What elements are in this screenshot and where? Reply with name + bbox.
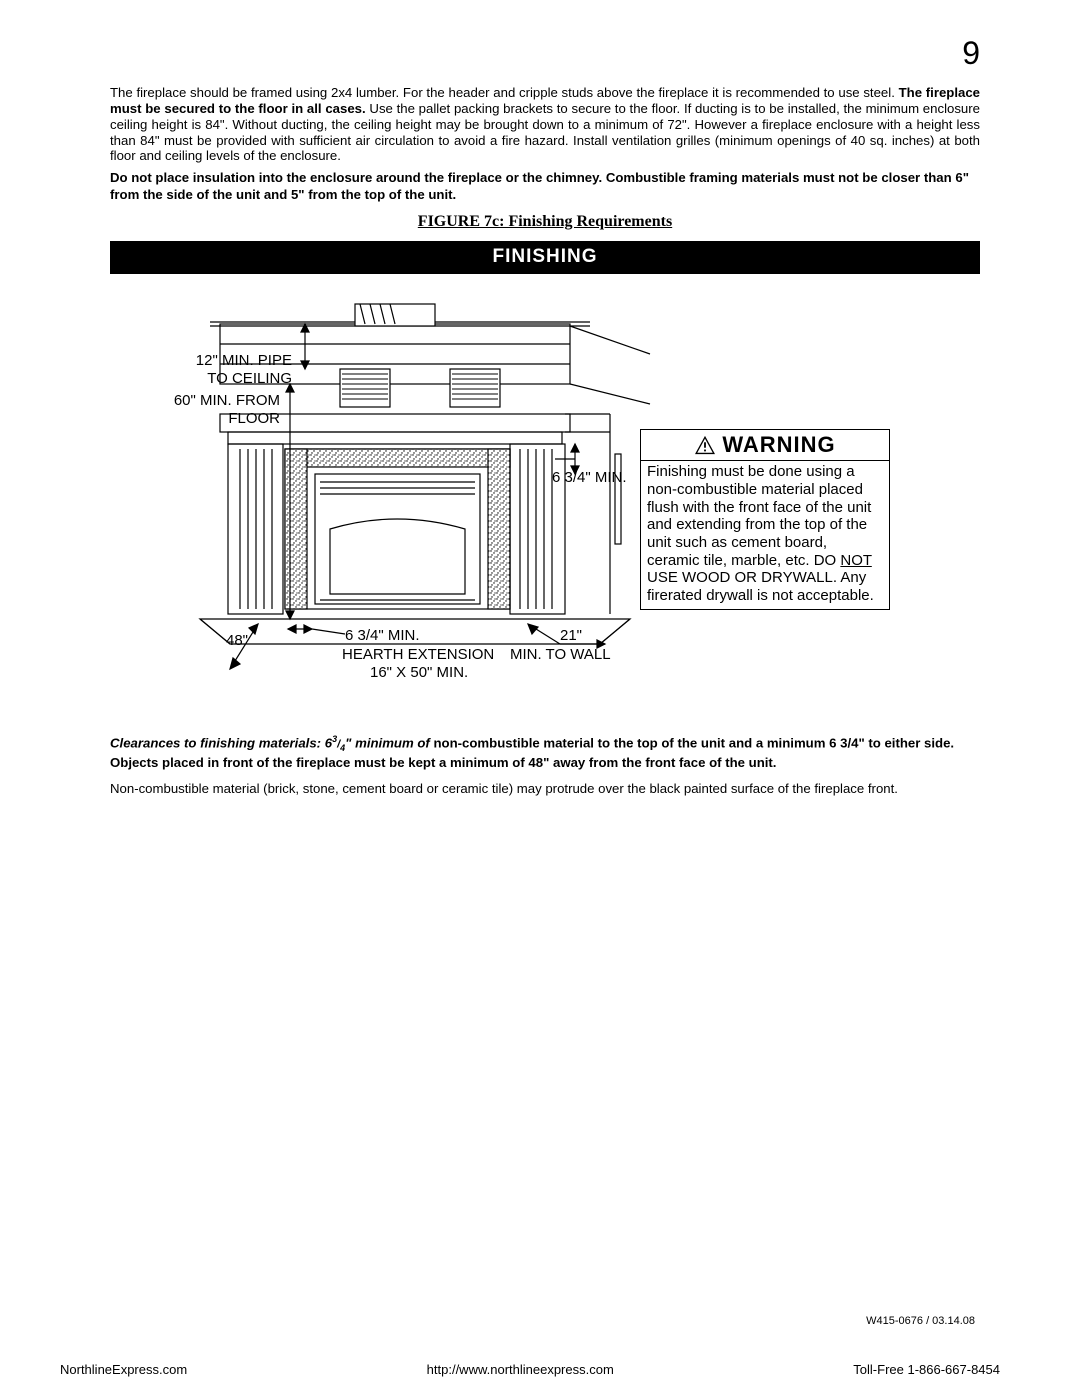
label-pipe-1: 12" MIN. PIPE — [172, 352, 292, 369]
label-front-clearance: 48" — [226, 632, 248, 649]
label-hearth-2: 16" X 50" MIN. — [370, 664, 468, 681]
page-number: 9 — [962, 35, 980, 72]
clearance-b-2: non-combustible material to the top of t… — [433, 736, 954, 751]
clearances-paragraph: Clearances to finishing materials: 63/4"… — [110, 734, 980, 771]
footer-right: Toll-Free 1-866-667-8454 — [853, 1362, 1000, 1377]
page-footer: NorthlineExpress.com http://www.northlin… — [60, 1362, 1000, 1377]
warning-not: NOT — [840, 552, 871, 569]
label-top-clearance: 6 3/4" MIN. — [552, 469, 627, 486]
figure-title: FIGURE 7c: Finishing Requirements — [110, 213, 980, 231]
label-floor-2: FLOOR — [160, 410, 280, 427]
label-wall-1: 21" — [560, 627, 582, 644]
footer-left: NorthlineExpress.com — [60, 1362, 187, 1377]
label-wall-2: MIN. TO WALL — [510, 646, 611, 663]
finishing-banner: FINISHING — [110, 241, 980, 274]
document-code: W415-0676 / 03.14.08 — [866, 1315, 975, 1327]
label-side-clearance: 6 3/4" MIN. — [345, 627, 420, 644]
intro-text-1: The fireplace should be framed using 2x4… — [110, 85, 899, 100]
warning-box: WARNING Finishing must be done using a n… — [640, 429, 890, 609]
label-pipe-2: TO CEILING — [172, 370, 292, 387]
footer-center: http://www.northlineexpress.com — [427, 1362, 614, 1377]
warning-body-1: Finishing must be done using a non-combu… — [647, 463, 871, 568]
noncombustible-note: Non-combustible material (brick, stone, … — [110, 781, 980, 798]
warning-header: WARNING — [641, 430, 889, 461]
intro-paragraph: The fireplace should be framed using 2x4… — [110, 85, 980, 164]
warning-triangle-icon — [694, 435, 716, 455]
finishing-diagram: 12" MIN. PIPE TO CEILING 60" MIN. FROM F… — [110, 274, 980, 689]
warning-title: WARNING — [722, 432, 835, 458]
clearance-b-3: Objects placed in front of the fireplace… — [110, 755, 776, 770]
label-hearth-1: HEARTH EXTENSION — [342, 646, 494, 663]
insulation-warning: Do not place insulation into the enclosu… — [110, 170, 980, 203]
label-floor-1: 60" MIN. FROM — [160, 392, 280, 409]
warning-body: Finishing must be done using a non-combu… — [641, 461, 889, 609]
warning-body-2: USE WOOD OR DRYWALL. Any firerated drywa… — [647, 569, 874, 604]
clearance-ib-1: Clearances to finishing materials: 6 — [110, 736, 332, 751]
clearance-ib-2: " minimum of — [345, 736, 433, 751]
